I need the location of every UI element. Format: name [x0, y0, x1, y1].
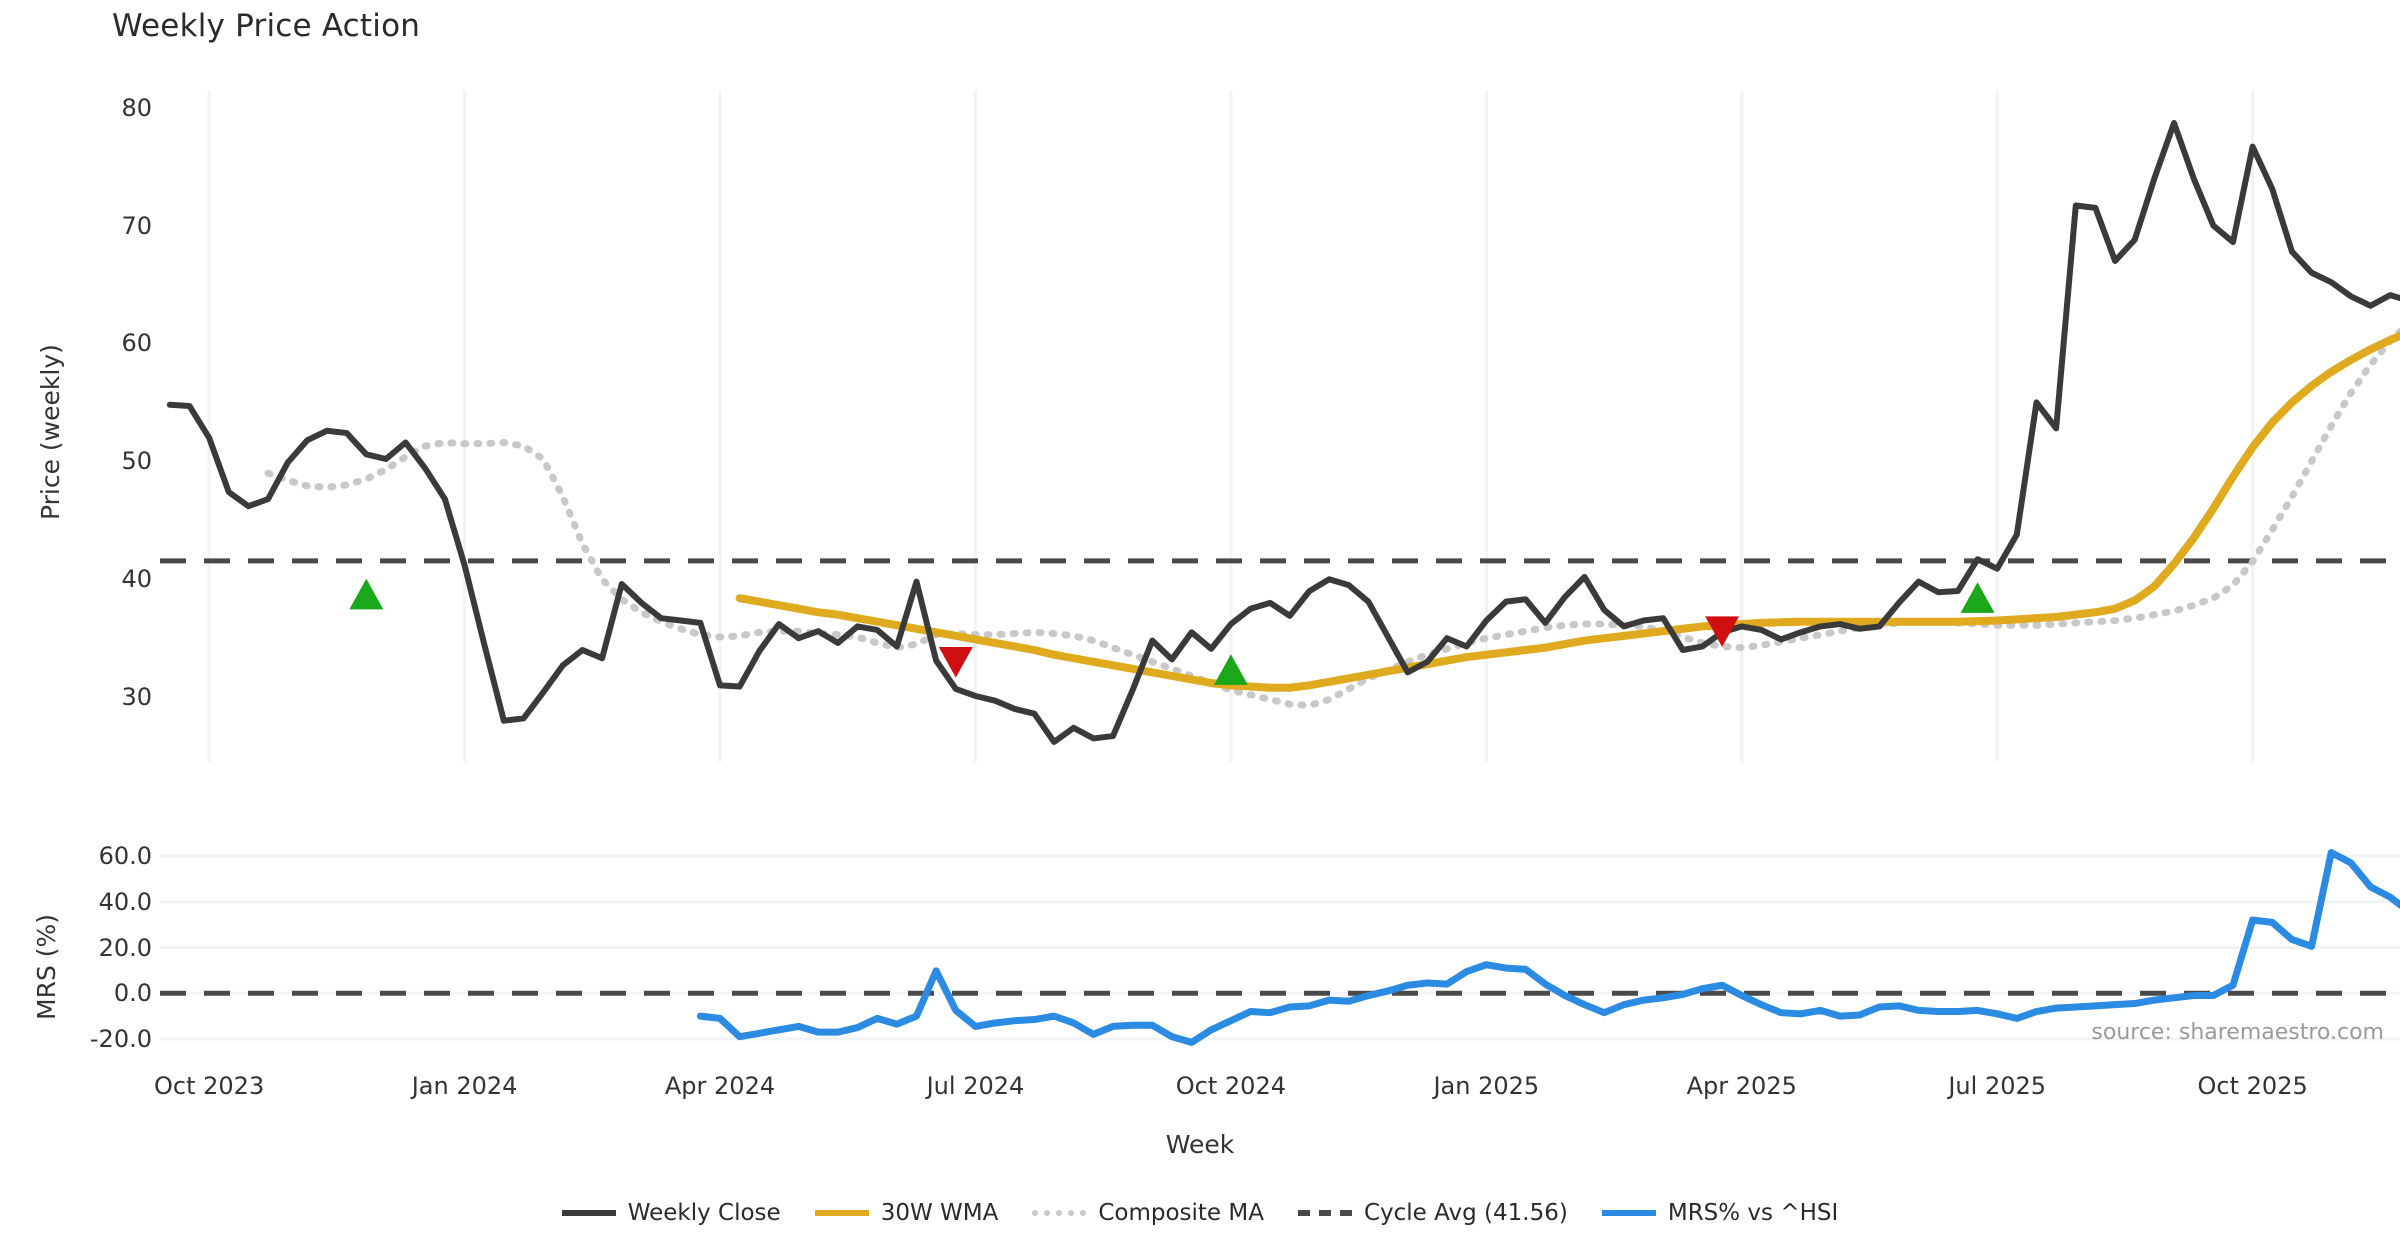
legend-item-label: MRS% vs ^HSI — [1667, 1200, 1839, 1226]
legend-item[interactable]: 30W WMA — [814, 1200, 999, 1226]
x-tick-label: Oct 2024 — [1175, 1072, 1286, 1100]
buy-marker-icon — [349, 578, 384, 610]
legend-item[interactable]: Weekly Close — [561, 1200, 781, 1226]
legend-item-label: Weekly Close — [627, 1200, 781, 1226]
x-tick-label: Jul 2025 — [1948, 1072, 2047, 1100]
legend-swatch-icon — [561, 1210, 616, 1216]
legend-item-label: Composite MA — [1098, 1200, 1264, 1226]
mrs-ytick-label: 60.0 — [98, 842, 152, 870]
mrs-ytick-label: -20.0 — [89, 1024, 152, 1053]
legend-item[interactable]: Cycle Avg (41.56) — [1297, 1200, 1568, 1226]
legend-item[interactable]: MRS% vs ^HSI — [1601, 1200, 1839, 1226]
x-tick-label: Oct 2025 — [2197, 1072, 2308, 1100]
series-weekly-close — [166, 120, 2400, 745]
legend-item-label: Cycle Avg (41.56) — [1363, 1200, 1568, 1226]
price-ytick-label: 30 — [121, 683, 152, 712]
x-tick-label: Jan 2025 — [1433, 1072, 1540, 1100]
x-tick-label: Jul 2024 — [926, 1072, 1025, 1100]
legend-swatch-icon — [814, 1210, 869, 1216]
mrs-ytick-label: 0.0 — [113, 979, 152, 1008]
x-tick-label: Apr 2024 — [664, 1072, 776, 1100]
x-tick-label: Jan 2024 — [411, 1072, 518, 1100]
price-ytick-label: 40 — [121, 565, 152, 594]
mrs-ytick-label: 40.0 — [98, 887, 152, 916]
mrs-panel — [160, 840, 2400, 1055]
x-tick-label: Apr 2025 — [1686, 1072, 1797, 1100]
price-ytick-label: 60 — [121, 329, 152, 358]
price-ytick-label: 50 — [121, 447, 152, 476]
series-mrs — [696, 849, 2400, 1046]
legend-swatch-icon — [1297, 1210, 1352, 1216]
sell-marker-icon — [1705, 616, 1740, 647]
price-panel — [160, 90, 2400, 762]
x-tick-label: Oct 2023 — [154, 1072, 265, 1100]
source-attribution: source: sharemaestro.com — [2091, 1020, 2384, 1045]
price-axis-label: Price (weekly) — [36, 344, 65, 520]
page-title: Weekly Price Action — [112, 8, 421, 44]
x-axis-label: Week — [1165, 1130, 1235, 1159]
chart-legend: Weekly Close 30W WMA Composite MA Cycle Avg… — [0, 1200, 2400, 1226]
legend-item[interactable]: Composite MA — [1032, 1200, 1264, 1226]
buy-marker-icon — [1213, 654, 1248, 685]
mrs-ytick-label: 20.0 — [98, 933, 152, 962]
sell-marker-icon — [938, 647, 973, 678]
legend-item-label: 30W WMA — [880, 1200, 999, 1226]
legend-swatch-icon — [1601, 1210, 1656, 1216]
price-ytick-label: 70 — [121, 211, 152, 240]
series-30w-wma — [735, 331, 2400, 692]
buy-marker-icon — [1960, 582, 1995, 613]
series-composite-ma — [264, 326, 2400, 709]
price-ytick-label: 80 — [121, 93, 152, 122]
legend-swatch-icon — [1032, 1210, 1087, 1216]
